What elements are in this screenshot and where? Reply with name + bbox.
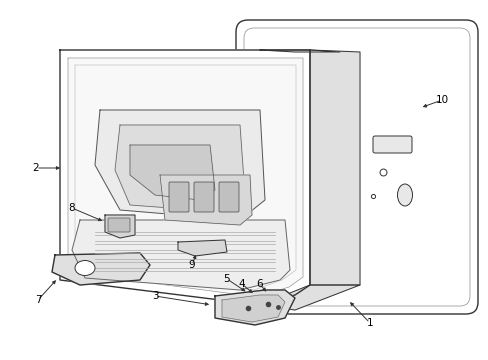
Text: 2: 2	[33, 163, 39, 173]
Polygon shape	[95, 110, 264, 220]
FancyBboxPatch shape	[169, 182, 189, 212]
Polygon shape	[115, 125, 244, 212]
Polygon shape	[178, 240, 226, 256]
Text: 9: 9	[188, 260, 195, 270]
Text: 8: 8	[68, 203, 75, 213]
Ellipse shape	[75, 261, 95, 275]
Polygon shape	[215, 290, 294, 325]
Polygon shape	[160, 175, 251, 225]
Text: 3: 3	[151, 291, 158, 301]
Polygon shape	[222, 295, 285, 322]
FancyBboxPatch shape	[108, 218, 130, 232]
Polygon shape	[260, 285, 359, 310]
FancyBboxPatch shape	[219, 182, 239, 212]
Text: 6: 6	[256, 279, 263, 289]
Polygon shape	[68, 58, 303, 297]
Text: 5: 5	[223, 274, 230, 284]
Text: 7: 7	[35, 295, 41, 305]
Polygon shape	[130, 145, 215, 200]
Polygon shape	[260, 50, 339, 52]
Polygon shape	[309, 50, 359, 285]
FancyBboxPatch shape	[194, 182, 214, 212]
Text: 10: 10	[434, 95, 447, 105]
Ellipse shape	[397, 184, 412, 206]
Polygon shape	[52, 253, 150, 285]
FancyBboxPatch shape	[236, 20, 477, 314]
Text: 1: 1	[366, 318, 372, 328]
Polygon shape	[60, 50, 309, 305]
Polygon shape	[72, 220, 289, 290]
Text: 4: 4	[238, 279, 245, 289]
FancyBboxPatch shape	[372, 136, 411, 153]
Polygon shape	[105, 215, 135, 238]
